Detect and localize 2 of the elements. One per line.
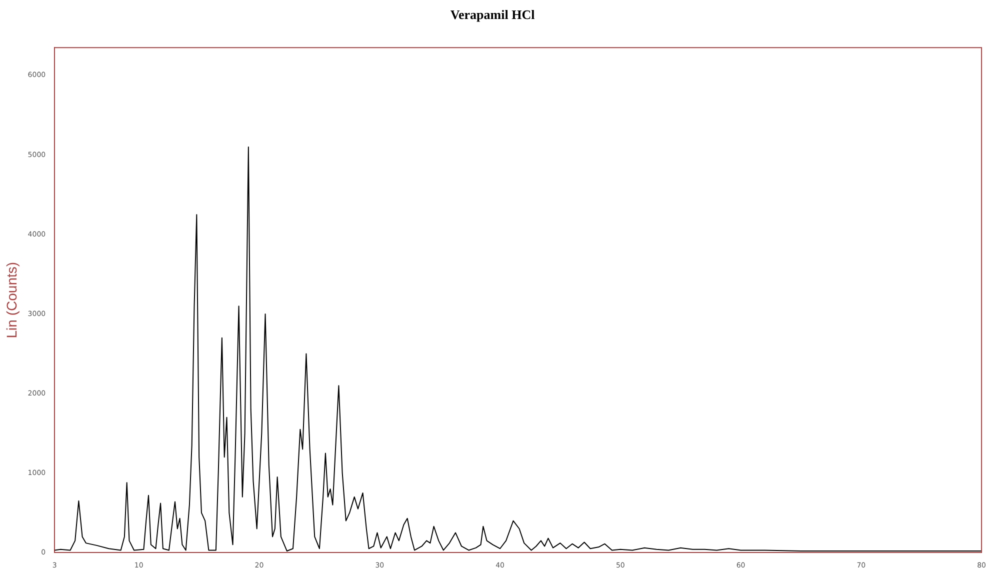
- chart-title: Verapamil HCl: [450, 7, 536, 22]
- y-axis-title: Lin (Counts): [3, 262, 20, 338]
